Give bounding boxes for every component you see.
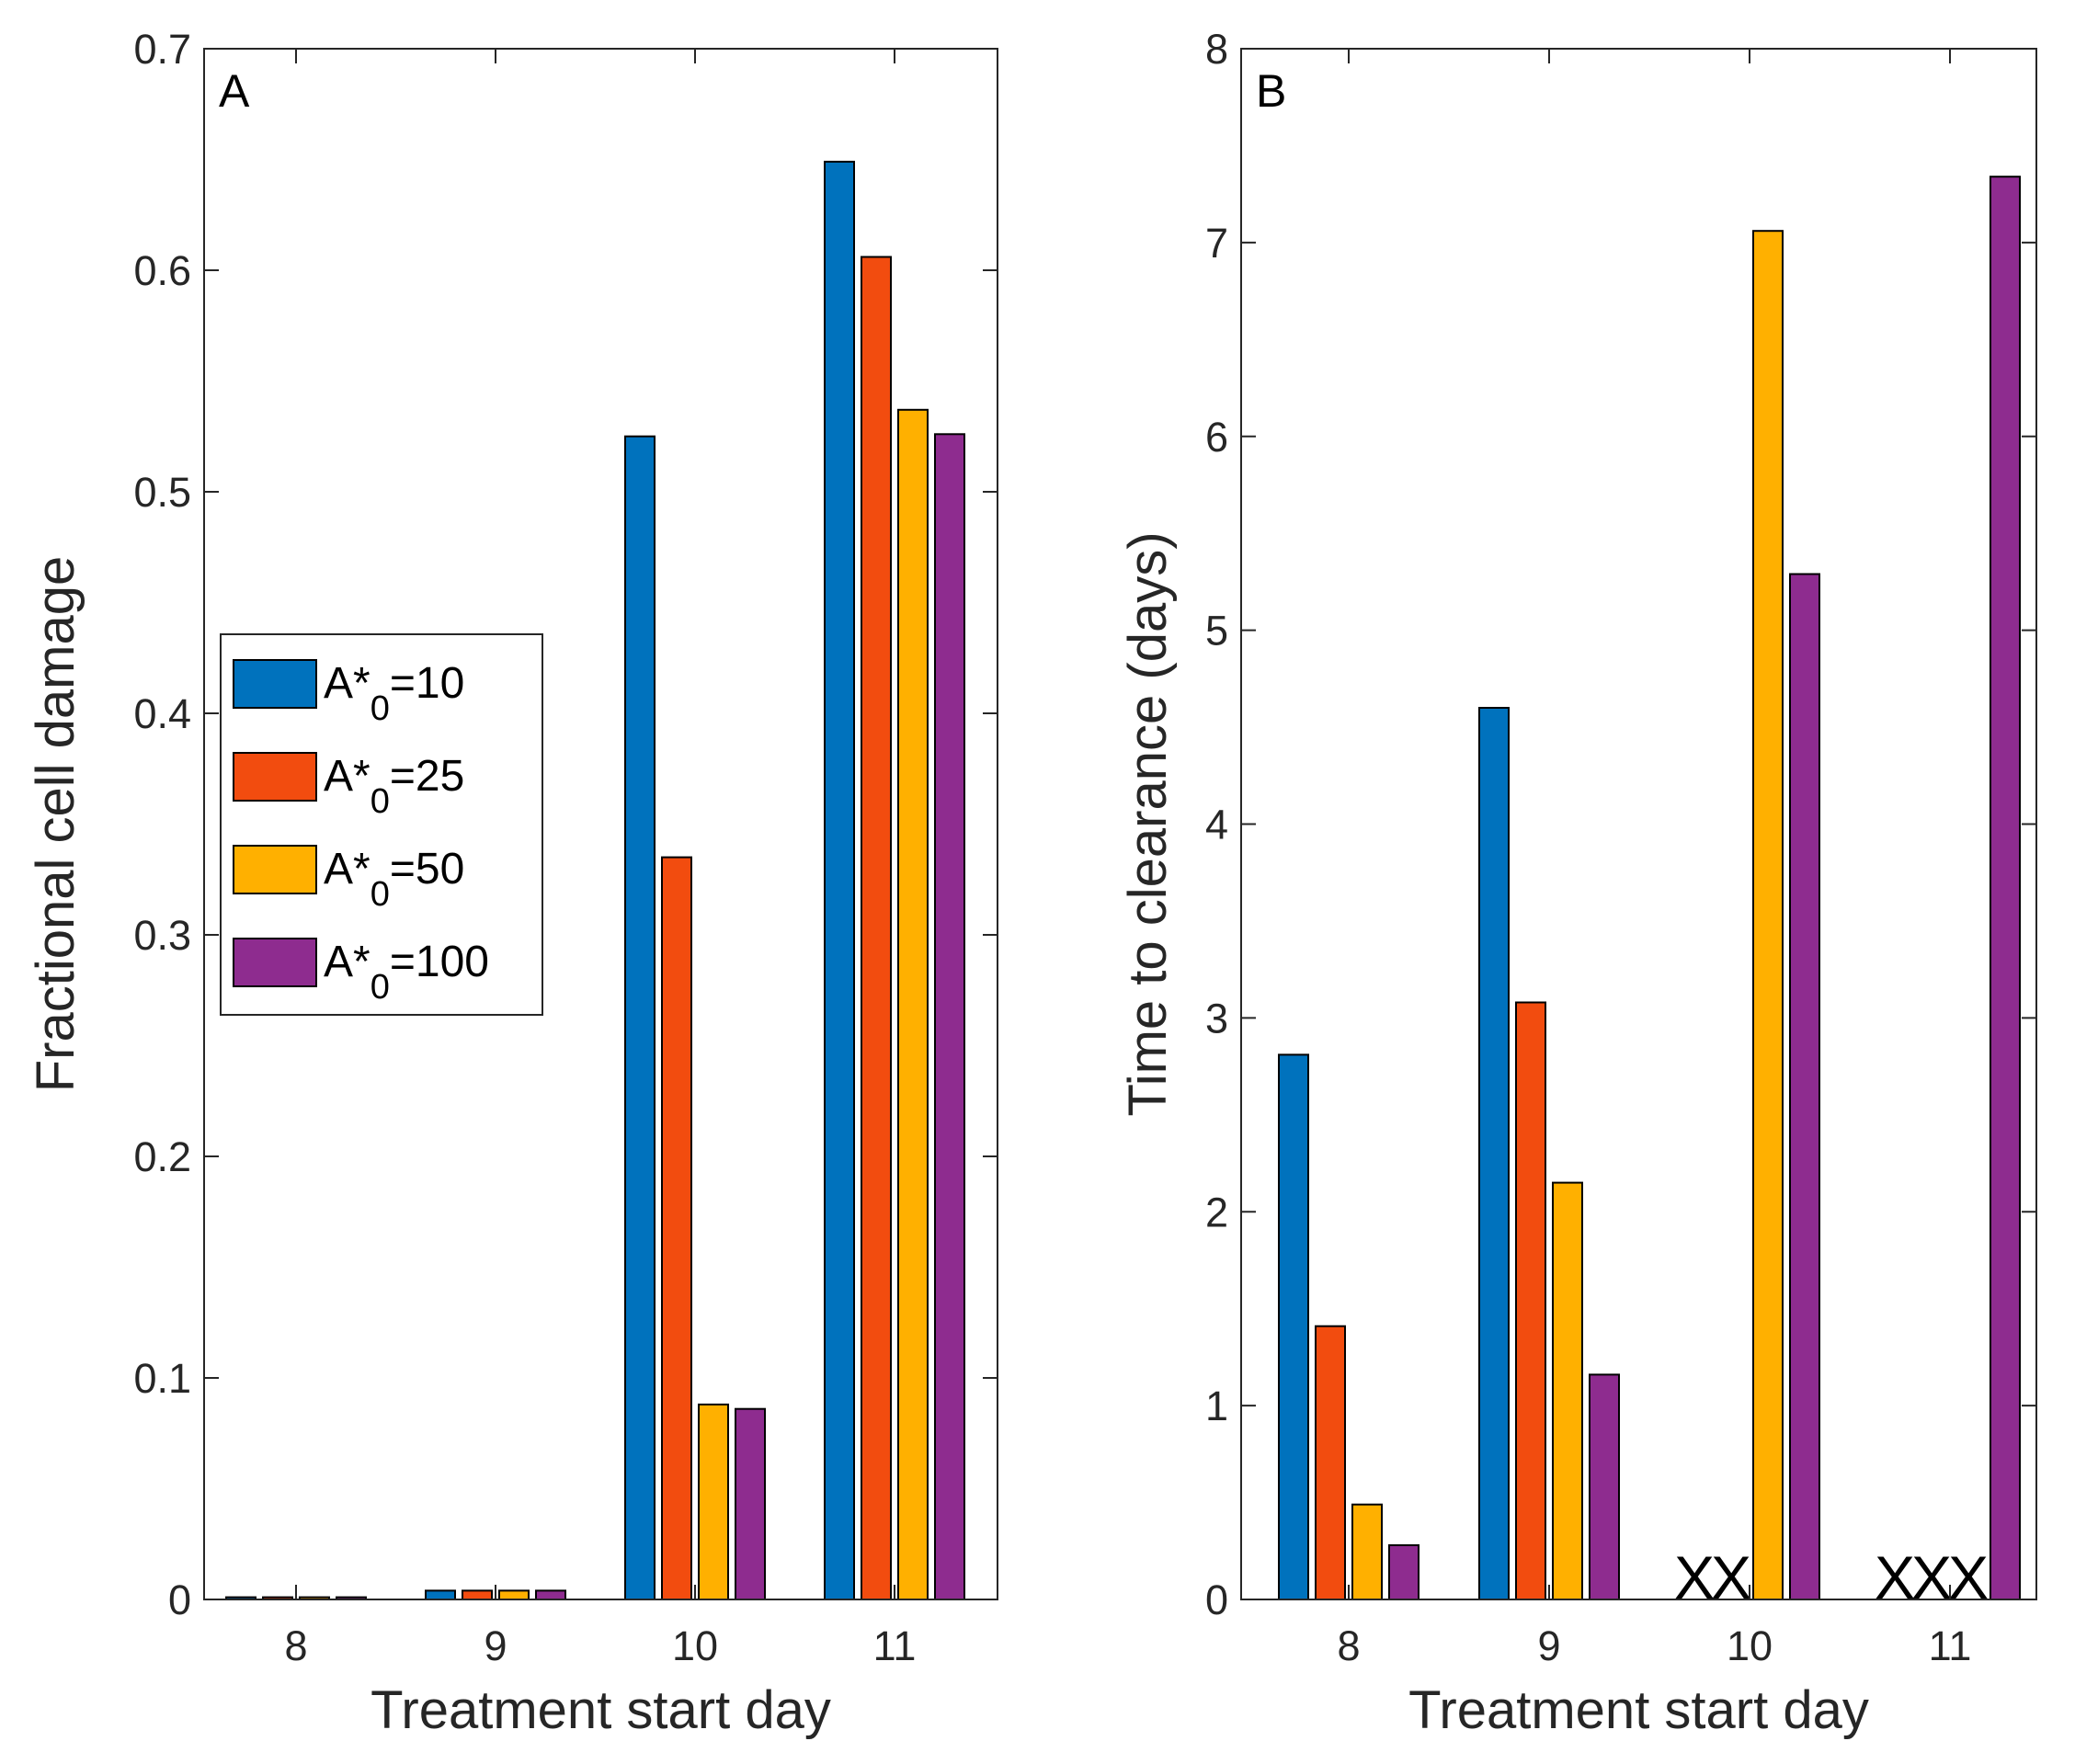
xtick-label-b-2: 10 (1727, 1622, 1773, 1669)
xtick-label-b-0: 8 (1337, 1622, 1360, 1669)
bar-b-s2-c1 (1552, 1181, 1583, 1600)
legend-swatch-2 (233, 845, 317, 894)
ytick-label-b-6: 6 (1205, 414, 1228, 461)
xtick-label-b-1: 9 (1537, 1622, 1560, 1669)
bar-a-s0-c2 (624, 435, 656, 1601)
panel-label-b: B (1256, 65, 1286, 117)
bar-a-s0-c3 (824, 160, 855, 1600)
bar-b-s1-c0 (1315, 1325, 1346, 1600)
legend-label-3: A*0=100 (324, 938, 489, 1007)
bar-a-s2-c1 (498, 1589, 530, 1601)
y-axis-label-b: Time to clearance (days) (1118, 531, 1178, 1116)
missing-marker-b-s0-c3: X (1875, 1543, 1915, 1611)
y-axis-label-a: Fractional cell damage (26, 556, 86, 1093)
bar-a-s2-c2 (698, 1403, 729, 1601)
ytick-label-b-4: 4 (1205, 802, 1228, 848)
missing-marker-b-s0-c2: X (1674, 1543, 1715, 1611)
xtick-label-a-2: 10 (672, 1622, 718, 1669)
xtick-label-b-3: 11 (1929, 1622, 1972, 1669)
ytick-label-b-5: 5 (1205, 608, 1228, 654)
axes-box-a (203, 48, 998, 1600)
ytick-label-a-5: 0.5 (133, 469, 191, 516)
ytick-label-a-6: 0.6 (133, 247, 191, 294)
bar-a-s3-c2 (735, 1407, 766, 1600)
bar-a-s2-c3 (897, 408, 929, 1600)
bar-a-s1-c3 (861, 256, 892, 1600)
bar-b-s0-c0 (1278, 1053, 1309, 1600)
bar-a-s3-c3 (934, 433, 965, 1600)
bar-b-s1-c1 (1515, 1001, 1546, 1600)
ytick-label-a-7: 0.7 (133, 26, 191, 73)
ytick-label-b-7: 7 (1205, 220, 1228, 267)
bar-b-s0-c1 (1478, 707, 1510, 1600)
xtick-label-a-0: 8 (284, 1622, 307, 1669)
bar-b-s2-c2 (1752, 230, 1784, 1601)
panel-label-a: A (219, 65, 250, 117)
xtick-label-a-3: 11 (873, 1622, 917, 1669)
bar-b-s3-c3 (1989, 176, 2021, 1601)
ytick-label-b-2: 2 (1205, 1189, 1228, 1235)
ytick-label-a-2: 0.2 (133, 1133, 191, 1180)
ytick-label-a-0: 0 (168, 1576, 191, 1623)
ytick-label-b-1: 1 (1205, 1383, 1228, 1429)
xtick-label-a-1: 9 (484, 1622, 507, 1669)
legend-label-1: A*0=25 (324, 752, 464, 821)
bar-b-s3-c2 (1789, 573, 1820, 1600)
ytick-label-b-3: 3 (1205, 995, 1228, 1041)
panel-a: 0 0.1 0.2 0.3 0.4 0.5 0.6 0.7 8 9 10 11 Treatment st… (26, 26, 998, 1740)
bar-a-s1-c1 (462, 1589, 493, 1601)
bar-b-s3-c0 (1388, 1544, 1419, 1600)
bar-a-s0-c1 (425, 1589, 456, 1601)
missing-marker-b-s1-c2: X (1711, 1543, 1751, 1611)
x-axis-label-a: Treatment start day (371, 1680, 831, 1740)
ytick-label-a-3: 0.3 (133, 912, 191, 959)
legend: A*0=10 A*0=25 A*0=50 A*0=100 (220, 633, 543, 1016)
legend-label-0: A*0=10 (324, 659, 464, 728)
legend-swatch-3 (233, 938, 317, 987)
x-axis-label-b: Treatment start day (1408, 1680, 1869, 1740)
missing-marker-b-s2-c3: X (1948, 1543, 1989, 1611)
missing-marker-b-s1-c3: X (1911, 1543, 1952, 1611)
bar-a-s3-c1 (535, 1589, 566, 1601)
ytick-label-b-8: 8 (1205, 26, 1228, 73)
bar-a-s1-c2 (661, 856, 692, 1600)
ytick-label-a-1: 0.1 (133, 1355, 191, 1402)
legend-swatch-1 (233, 752, 317, 802)
ytick-label-a-4: 0.4 (133, 690, 191, 737)
bar-b-s2-c0 (1351, 1503, 1383, 1600)
bar-b-s3-c1 (1589, 1373, 1620, 1601)
legend-swatch-0 (233, 659, 317, 709)
ytick-label-b-0: 0 (1205, 1576, 1228, 1623)
legend-label-2: A*0=50 (324, 845, 464, 914)
